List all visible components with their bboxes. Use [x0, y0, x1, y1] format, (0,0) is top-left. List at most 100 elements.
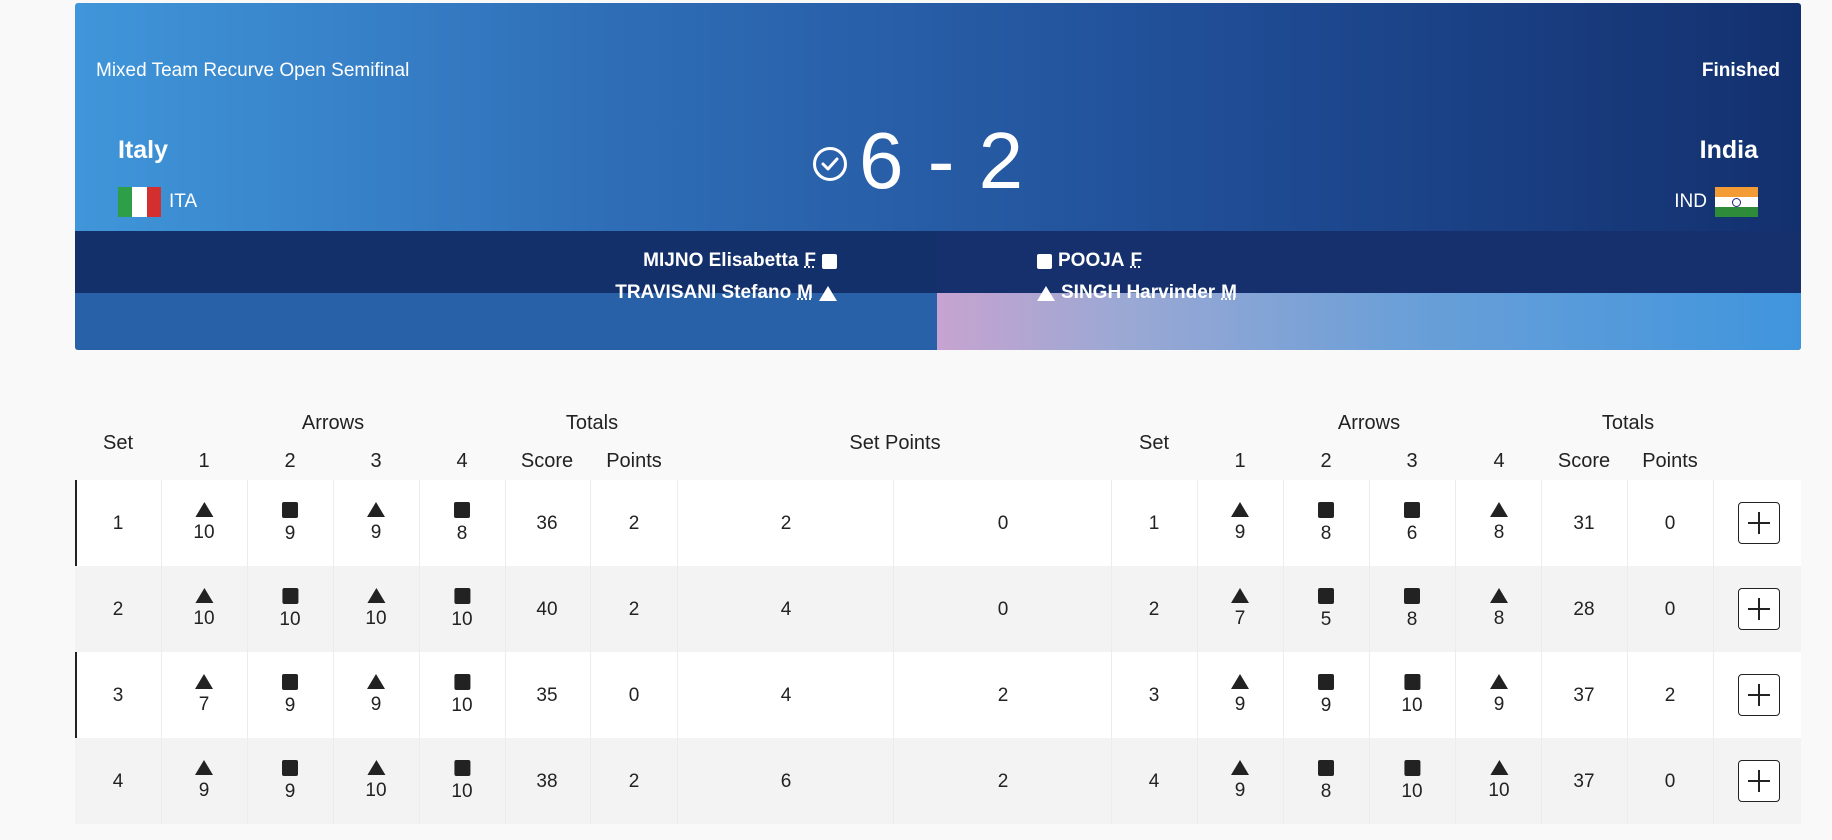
scores-table: Set Arrows 1 2 3 4 Totals Score Points S…: [75, 400, 1801, 824]
set-number-left: 1: [112, 513, 124, 534]
set-points-left: 6: [780, 771, 792, 792]
expand-row-button[interactable]: [1738, 502, 1780, 544]
team-left-code-row: ITA: [118, 187, 197, 217]
arrow-value: 9: [1234, 522, 1246, 543]
set-number-right: 3: [1148, 685, 1160, 706]
set-number-left: 4: [112, 771, 124, 792]
set-number-right: 2: [1148, 599, 1160, 620]
square-icon: [282, 502, 298, 518]
header-arrow-2-right: 2: [1320, 450, 1332, 472]
arrow-value: 9: [370, 694, 382, 715]
arrow-value: 9: [370, 522, 382, 543]
square-icon: [1318, 502, 1334, 518]
arrow-cell: 10: [451, 588, 473, 631]
arrow-cell: 8: [1318, 502, 1334, 545]
arrow-value: 7: [1234, 608, 1246, 629]
event-title: Mixed Team Recurve Open Semifinal: [96, 60, 410, 81]
arrow-cell: 8: [1490, 588, 1508, 630]
table-row: 1 10 9 9 8 36 2 2 0 1 9 8 6 8 31 0: [75, 480, 1801, 566]
set-points-right: 0: [997, 513, 1009, 534]
arrow-value: 10: [1401, 781, 1423, 802]
square-icon: [453, 760, 470, 776]
square-icon: [1404, 502, 1420, 518]
square-icon: [1403, 760, 1420, 776]
athlete-gender: M: [1221, 282, 1237, 303]
arrow-cell: 10: [1488, 760, 1510, 802]
set-points-right: 2: [997, 771, 1009, 792]
match-header: Mixed Team Recurve Open Semifinal Finish…: [75, 3, 1801, 350]
arrow-cell: 10: [451, 674, 473, 717]
score-right: 37: [1573, 771, 1595, 792]
left-band-dark: [75, 231, 937, 293]
india-flag-icon: [1715, 187, 1758, 217]
score-right: 28: [1573, 599, 1595, 620]
check-circle-icon: [813, 147, 847, 181]
arrow-cell: 10: [365, 588, 387, 630]
score-left: 38: [536, 771, 558, 792]
right-band-dark: [937, 231, 1801, 293]
points-left: 2: [628, 599, 640, 620]
arrow-cell: 9: [282, 760, 298, 803]
team-right-code: IND: [1674, 191, 1707, 212]
arrow-cell: 9: [367, 502, 385, 544]
arrow-cell: 9: [1231, 674, 1249, 716]
arrow-cell: 10: [1401, 760, 1423, 803]
athlete-left-2: TRAVISANI Stefano M: [615, 282, 837, 304]
score-left: 40: [536, 599, 558, 620]
expand-row-button[interactable]: [1738, 588, 1780, 630]
set-points-right: 2: [997, 685, 1009, 706]
header-points-right: Points: [1642, 450, 1698, 472]
square-icon: [1404, 588, 1420, 604]
athlete-right-2: SINGH Harvinder M: [1037, 282, 1237, 304]
triangle-icon: [367, 502, 385, 517]
score-right: 37: [1573, 685, 1595, 706]
arrow-cell: 9: [282, 674, 298, 717]
header-points-left: Points: [606, 450, 662, 472]
square-icon: [281, 588, 298, 604]
expand-row-button[interactable]: [1738, 674, 1780, 716]
score-right: 31: [1573, 513, 1595, 534]
header-score-right: Score: [1557, 450, 1611, 472]
arrow-value: 8: [1493, 522, 1505, 543]
triangle-icon: [1037, 285, 1055, 301]
arrow-cell: 7: [195, 674, 213, 716]
arrow-value: 10: [193, 522, 215, 543]
points-right: 0: [1664, 771, 1676, 792]
triangle-icon: [819, 285, 837, 301]
set-number-left: 3: [112, 685, 124, 706]
match-score: 6 - 2: [813, 121, 1024, 201]
arrow-cell: 6: [1404, 502, 1420, 545]
arrow-cell: 10: [193, 588, 215, 630]
square-icon: [1318, 588, 1334, 604]
arrow-value: 8: [1320, 523, 1332, 544]
team-left-name: Italy: [118, 136, 169, 164]
square-icon: [1318, 674, 1334, 690]
table-row: 2 10 10 10 10 40 2 4 0 2 7 5 8 8 28 0: [75, 566, 1801, 652]
arrow-cell: 9: [1490, 674, 1508, 716]
athlete-gender: F: [1130, 250, 1143, 271]
points-right: 0: [1664, 599, 1676, 620]
square-icon: [1037, 253, 1052, 269]
arrow-value: 8: [1493, 608, 1505, 629]
arrow-value: 10: [1488, 780, 1510, 801]
team-right-name: India: [1699, 136, 1758, 164]
triangle-icon: [194, 502, 213, 517]
points-right: 2: [1664, 685, 1676, 706]
arrow-value: 10: [451, 781, 473, 802]
table-row: 3 7 9 9 10 35 0 4 2 3 9 9 10 9 37 2: [75, 652, 1801, 738]
arrow-cell: 9: [1318, 674, 1334, 717]
arrow-cell: 10: [1401, 674, 1423, 717]
table-header: Set Arrows 1 2 3 4 Totals Score Points S…: [75, 400, 1801, 480]
arrow-value: 9: [1234, 694, 1246, 715]
arrow-cell: 10: [451, 760, 473, 803]
arrow-cell: 8: [454, 502, 470, 545]
triangle-icon: [1490, 502, 1508, 517]
arrow-cell: 5: [1318, 588, 1334, 631]
set-points-left: 2: [780, 513, 792, 534]
triangle-icon: [1231, 760, 1249, 775]
arrow-value: 9: [284, 695, 296, 716]
arrow-value: 10: [1401, 695, 1423, 716]
set-points-right: 0: [997, 599, 1009, 620]
set-number-right: 4: [1148, 771, 1160, 792]
expand-row-button[interactable]: [1738, 760, 1780, 802]
